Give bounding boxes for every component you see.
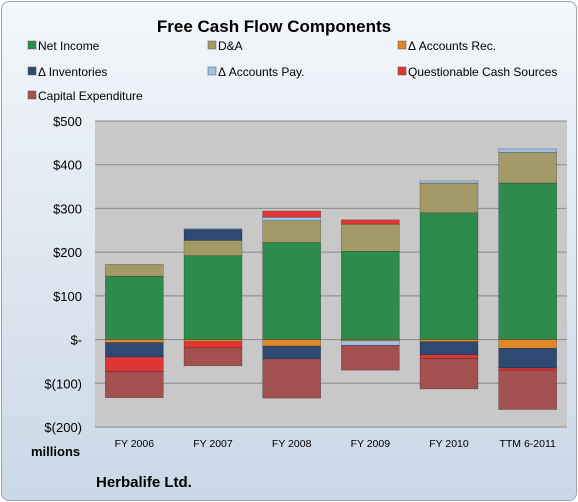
bar-delta-accounts-rec-fy-2010: [419, 339, 479, 343]
bar-questionable-cash-sources-fy-2008: [262, 210, 321, 218]
legend-swatch-net-income: [27, 40, 37, 50]
x-tick-label: FY 2007: [193, 438, 233, 450]
legend-label-net-income: Net Income: [38, 39, 100, 53]
bar-questionable-cash-sources-fy-2007: [183, 341, 243, 349]
y-tick-label: $200: [53, 245, 82, 260]
bar-delta-inventories-fy-2006: [105, 342, 164, 358]
bar-delta-accounts-pay-fy-2010: [419, 180, 479, 184]
bar-d-a-fy-2009: [341, 223, 400, 252]
bar-d-a-fy-2008: [262, 220, 321, 243]
bars: [105, 148, 557, 410]
y-tick-label: $400: [53, 158, 82, 173]
legend-label-d-a: D&A: [218, 39, 243, 53]
bar-delta-inventories-ttm-6-2011: [498, 348, 557, 369]
bar-delta-accounts-rec-fy-2008: [262, 339, 321, 347]
bar-net-income-fy-2009: [341, 250, 400, 340]
y-tick-label: $500: [53, 114, 82, 129]
x-tick-label: TTM 6-2011: [499, 438, 556, 450]
y-axis: $500 $400 $300 $200 $100 $- $(100) $(200): [44, 114, 82, 435]
legend: Net Income D&A Δ Accounts Rec. Δ Inventorie…: [27, 39, 557, 103]
legend-label-capital-expenditure: Capital Expenditure: [38, 89, 143, 103]
chart-title: Free Cash Flow Components: [157, 17, 391, 36]
bar-d-a-fy-2010: [419, 182, 479, 214]
bar-questionable-cash-sources-fy-2009: [341, 219, 400, 225]
bar-capital-expenditure-ttm-6-2011: [498, 369, 557, 410]
bar-capital-expenditure-fy-2009: [341, 344, 400, 371]
bar-delta-accounts-pay-fy-2009: [341, 340, 400, 346]
bar-capital-expenditure-fy-2010: [419, 358, 479, 390]
bar-net-income-fy-2008: [262, 242, 321, 340]
bar-questionable-cash-sources-ttm-6-2011: [498, 367, 557, 371]
x-tick-label: FY 2006: [115, 438, 155, 450]
legend-label-delta-accounts-pay: Δ Accounts Pay.: [218, 65, 305, 79]
bar-d-a-fy-2006: [105, 264, 164, 277]
x-tick-label: FY 2009: [351, 438, 391, 450]
bar-delta-accounts-pay-fy-2007: [183, 228, 243, 230]
bar-delta-accounts-rec-ttm-6-2011: [498, 339, 557, 349]
y-tick-label: $-: [70, 333, 82, 348]
legend-swatch-delta-inventories: [27, 66, 37, 76]
bar-questionable-cash-sources-fy-2006: [105, 356, 164, 372]
bar-delta-inventories-fy-2010: [419, 341, 479, 356]
bar-questionable-cash-sources-fy-2010: [419, 354, 479, 359]
bar-delta-accounts-rec-fy-2006: [105, 339, 164, 343]
legend-label-questionable-cash-sources: Questionable Cash Sources: [408, 65, 557, 79]
legend-swatch-delta-accounts-rec: [397, 40, 407, 50]
y-tick-label: $(100): [44, 376, 82, 391]
legend-swatch-questionable-cash-sources: [397, 66, 407, 76]
plot-area: [95, 121, 567, 427]
bar-capital-expenditure-fy-2008: [262, 358, 321, 399]
bar-capital-expenditure-fy-2006: [105, 371, 164, 399]
bar-delta-inventories-fy-2008: [262, 345, 321, 360]
y-tick-label: $100: [53, 289, 82, 304]
x-axis: FY 2006 FY 2007 FY 2008 FY 2009 FY 2010 TTM 6…: [115, 438, 556, 450]
legend-swatch-d-a: [207, 40, 217, 50]
x-tick-label: FY 2008: [272, 438, 312, 450]
legend-label-delta-inventories: Δ Inventories: [38, 65, 107, 79]
legend-swatch-delta-accounts-pay: [207, 66, 217, 76]
bar-delta-accounts-pay-fy-2008: [262, 216, 321, 221]
bar-net-income-ttm-6-2011: [498, 182, 557, 340]
gridlines: [95, 120, 567, 428]
bar-d-a-fy-2007: [183, 240, 243, 256]
bar-delta-accounts-rec-fy-2007: [183, 339, 243, 343]
x-tick-label: FY 2010: [429, 438, 469, 450]
y-tick-label: $(200): [44, 420, 82, 435]
unit-label: millions: [31, 444, 80, 459]
bar-delta-inventories-fy-2007: [183, 229, 243, 241]
bar-delta-accounts-pay-ttm-6-2011: [498, 148, 557, 153]
legend-label-delta-accounts-rec: Δ Accounts Rec.: [408, 39, 496, 53]
bar-d-a-ttm-6-2011: [498, 152, 557, 184]
company-label: Herbalife Ltd.: [96, 474, 192, 491]
bar-net-income-fy-2007: [183, 255, 243, 340]
y-tick-label: $300: [53, 201, 82, 216]
bar-net-income-fy-2006: [105, 275, 164, 340]
bar-net-income-fy-2010: [419, 212, 479, 340]
bar-capital-expenditure-fy-2007: [183, 347, 243, 367]
legend-swatch-capital-expenditure: [27, 90, 37, 100]
